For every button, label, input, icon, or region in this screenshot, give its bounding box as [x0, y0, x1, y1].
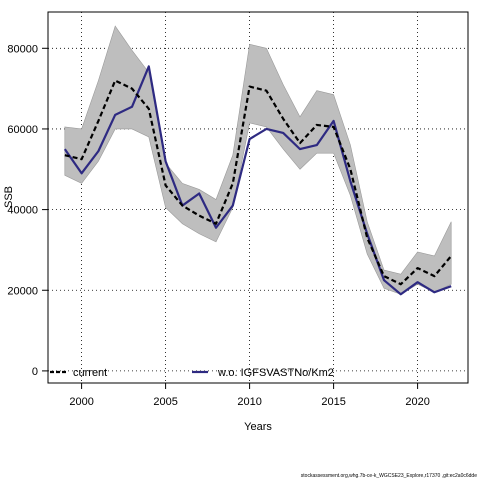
footer-text: stockassessment.org,whg.7b-ce-k_WGCSE23_… — [301, 473, 477, 479]
legend-label-without-survey: w.o. IGFSVASTNo/Km2 — [217, 367, 334, 379]
x-axis: 2000 2005 2010 2015 2020 — [69, 383, 430, 408]
y-axis-title: SSB — [3, 186, 15, 208]
x-tick-label: 2010 — [237, 396, 261, 408]
y-tick-label: 20000 — [7, 285, 38, 297]
series-line-without-survey — [63, 65, 452, 296]
y-axis: 0 20000 40000 60000 80000 — [7, 43, 48, 378]
series-line-current — [64, 79, 453, 286]
legend-label-current: current — [73, 367, 107, 379]
y-tick-label: 40000 — [7, 205, 38, 217]
x-axis-title: Years — [244, 421, 272, 433]
x-tick-label: 2000 — [69, 396, 93, 408]
confidence-band-layer — [64, 25, 452, 295]
x-tick-label: 2015 — [321, 396, 345, 408]
legend: current w.o. IGFSVASTNo/Km2 — [50, 367, 334, 379]
confidence-band — [64, 25, 452, 295]
series-lines-layer — [63, 65, 453, 296]
y-tick-label: 80000 — [7, 43, 38, 55]
x-tick-label: 2020 — [405, 396, 429, 408]
y-tick-label: 0 — [32, 366, 38, 378]
y-tick-label: 60000 — [7, 124, 38, 136]
plot-frame — [47, 11, 469, 384]
x-tick-label: 2005 — [153, 396, 177, 408]
